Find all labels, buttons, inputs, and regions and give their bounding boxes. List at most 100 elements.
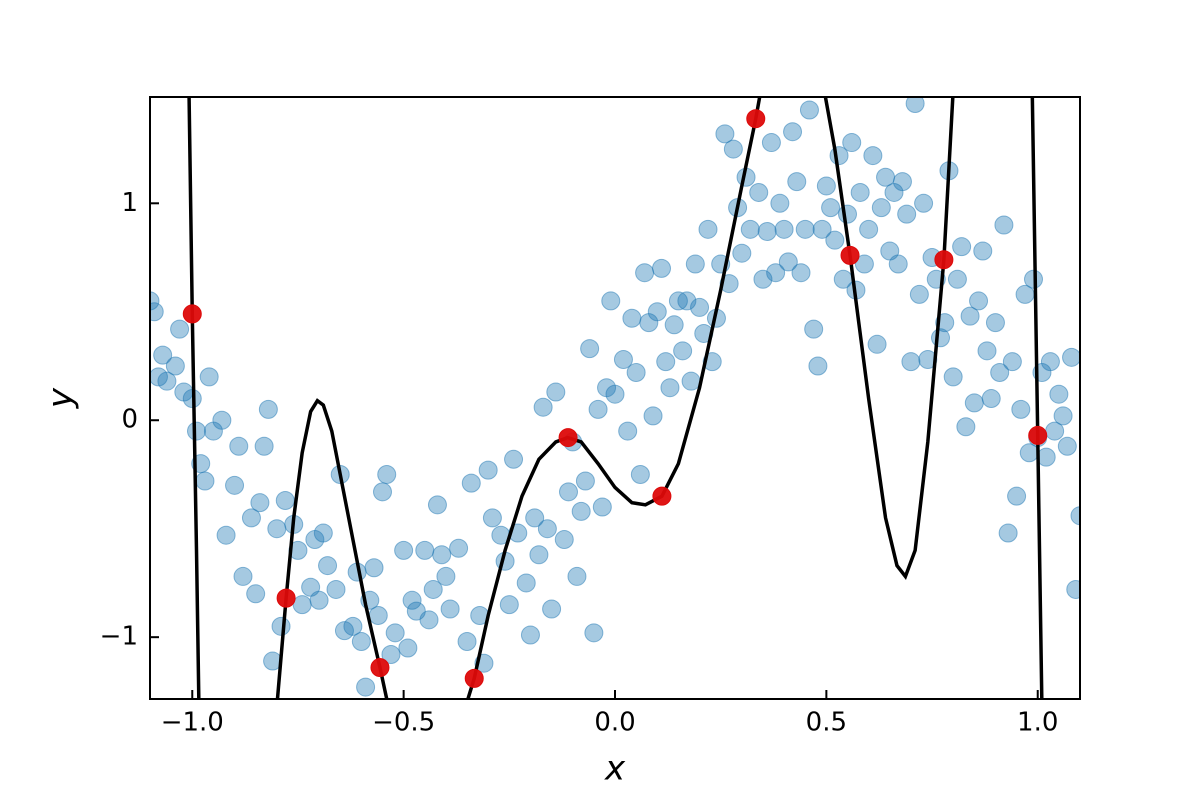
plot-area <box>150 97 1080 699</box>
point <box>165 356 185 376</box>
point <box>153 345 173 365</box>
point <box>440 599 460 619</box>
point <box>626 363 646 383</box>
point <box>698 219 718 239</box>
point <box>212 410 232 430</box>
point <box>275 491 295 511</box>
point <box>681 371 701 391</box>
point <box>343 616 363 636</box>
y-tick-label: −1 <box>100 622 138 652</box>
point <box>715 124 735 144</box>
point <box>432 545 452 565</box>
point <box>770 193 790 213</box>
point <box>546 382 566 402</box>
point <box>943 367 963 387</box>
point <box>766 263 786 283</box>
point <box>905 97 925 114</box>
point <box>757 222 777 242</box>
point <box>630 464 650 484</box>
point <box>840 245 860 265</box>
point <box>542 599 562 619</box>
point <box>749 182 769 202</box>
point <box>842 133 862 153</box>
point <box>981 389 1001 409</box>
point <box>571 501 591 521</box>
point <box>618 421 638 441</box>
point <box>622 308 642 328</box>
point <box>402 590 422 610</box>
point <box>799 100 819 120</box>
point <box>520 625 540 645</box>
point <box>377 464 397 484</box>
point <box>635 263 655 283</box>
point <box>753 269 773 289</box>
point <box>464 668 484 688</box>
point <box>592 497 612 517</box>
point <box>804 319 824 339</box>
point <box>1049 384 1069 404</box>
point <box>575 471 595 491</box>
point <box>723 139 743 159</box>
point <box>182 304 202 324</box>
point <box>859 219 879 239</box>
point <box>225 475 245 495</box>
point <box>364 558 384 578</box>
point <box>554 530 574 550</box>
point <box>423 579 443 599</box>
point <box>250 493 270 513</box>
point <box>732 243 752 263</box>
point <box>233 566 253 586</box>
point <box>601 291 621 311</box>
point <box>977 341 997 361</box>
point <box>897 204 917 224</box>
point <box>652 258 671 278</box>
point <box>267 519 287 539</box>
point <box>334 621 354 641</box>
point <box>652 486 672 506</box>
point <box>394 540 414 560</box>
point <box>960 306 980 326</box>
point <box>309 590 329 610</box>
point <box>673 341 693 361</box>
point <box>863 146 883 166</box>
point <box>398 638 418 658</box>
point <box>370 658 390 678</box>
point <box>525 508 545 528</box>
point <box>326 579 346 599</box>
point <box>529 545 549 565</box>
point <box>969 291 989 311</box>
x-tick-label: 1.0 <box>1017 708 1058 738</box>
point <box>838 204 857 224</box>
point <box>567 566 587 586</box>
point <box>892 172 912 192</box>
point <box>947 269 967 289</box>
point <box>1062 347 1080 367</box>
point <box>871 198 891 218</box>
point <box>356 677 376 697</box>
point <box>850 182 870 202</box>
point <box>271 616 291 636</box>
point <box>1066 579 1080 599</box>
point <box>195 471 215 491</box>
point <box>313 523 333 543</box>
point <box>351 632 371 652</box>
point <box>656 352 676 372</box>
point <box>952 237 972 257</box>
curve <box>187 97 1044 699</box>
point <box>537 519 557 539</box>
point <box>605 384 625 404</box>
point <box>812 219 832 239</box>
x-tick-label: 0.5 <box>806 708 847 738</box>
point <box>664 315 684 335</box>
point <box>533 397 553 417</box>
point <box>150 302 164 322</box>
point <box>677 291 697 311</box>
point <box>1002 352 1022 372</box>
point <box>580 339 600 359</box>
point <box>258 399 278 419</box>
point <box>415 540 435 560</box>
point <box>643 406 663 426</box>
point <box>478 460 498 480</box>
point <box>774 219 794 239</box>
